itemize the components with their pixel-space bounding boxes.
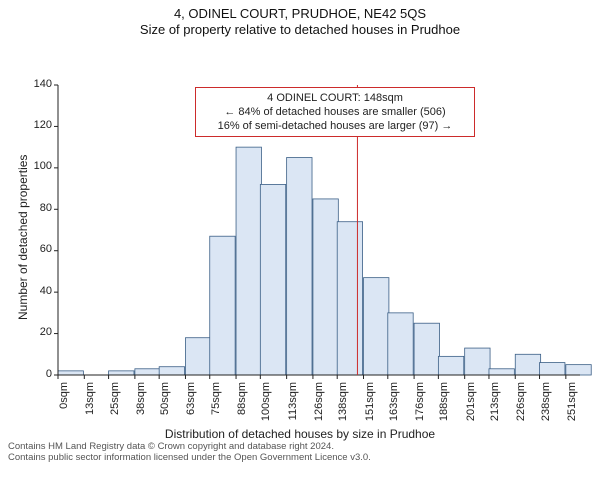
chart-area: 4 ODINEL COURT: 148sqm ← 84% of detached… xyxy=(0,41,600,441)
x-tick-label: 176sqm xyxy=(414,382,426,432)
x-tick-label: 75sqm xyxy=(210,382,222,432)
x-tick-label: 38sqm xyxy=(135,382,147,432)
y-tick-label: 120 xyxy=(24,119,52,131)
y-tick-label: 100 xyxy=(24,160,52,172)
x-tick-label: 63sqm xyxy=(185,382,197,432)
x-tick-label: 25sqm xyxy=(109,382,121,432)
y-tick-label: 80 xyxy=(24,202,52,214)
annotation-line3: 16% of semi-detached houses are larger (… xyxy=(202,119,468,133)
x-tick-label: 88sqm xyxy=(236,382,248,432)
x-tick-label: 238sqm xyxy=(540,382,552,432)
x-tick-label: 213sqm xyxy=(489,382,501,432)
y-tick-label: 140 xyxy=(24,78,52,90)
x-tick-label: 0sqm xyxy=(58,382,70,432)
y-tick-label: 40 xyxy=(24,285,52,297)
subtitle-line: Size of property relative to detached ho… xyxy=(0,22,600,38)
x-tick-label: 126sqm xyxy=(313,382,325,432)
annotation-line2: ← 84% of detached houses are smaller (50… xyxy=(202,105,468,119)
x-tick-label: 251sqm xyxy=(566,382,578,432)
x-tick-label: 113sqm xyxy=(287,382,299,432)
x-tick-label: 138sqm xyxy=(337,382,349,432)
y-tick-label: 0 xyxy=(24,368,52,380)
x-tick-label: 100sqm xyxy=(260,382,272,432)
address-line: 4, ODINEL COURT, PRUDHOE, NE42 5QS xyxy=(0,6,600,22)
y-tick-label: 60 xyxy=(24,243,52,255)
footer-line2: Contains public sector information licen… xyxy=(8,452,592,464)
x-tick-label: 151sqm xyxy=(364,382,376,432)
header-block: 4, ODINEL COURT, PRUDHOE, NE42 5QS Size … xyxy=(0,0,600,39)
x-tick-label: 13sqm xyxy=(84,382,96,432)
x-tick-label: 188sqm xyxy=(438,382,450,432)
x-tick-label: 226sqm xyxy=(515,382,527,432)
x-tick-label: 163sqm xyxy=(388,382,400,432)
x-tick-label: 50sqm xyxy=(159,382,171,432)
y-tick-label: 20 xyxy=(24,326,52,338)
x-tick-label: 201sqm xyxy=(465,382,477,432)
annotation-box: 4 ODINEL COURT: 148sqm ← 84% of detached… xyxy=(195,87,475,138)
annotation-line1: 4 ODINEL COURT: 148sqm xyxy=(202,91,468,105)
